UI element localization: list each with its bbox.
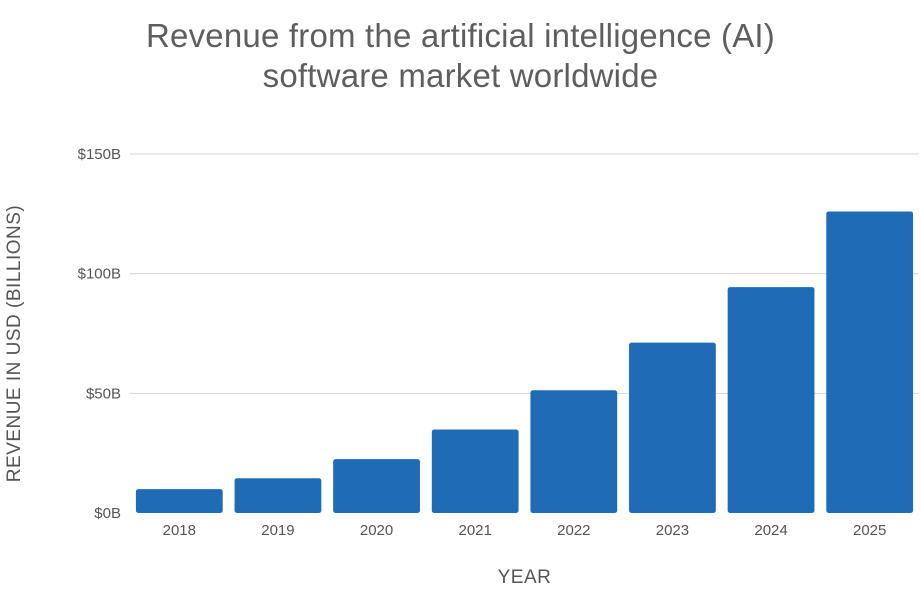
chart-title-line-1: Revenue from the artificial intelligence… [146,17,775,54]
y-tick-label: $0B [94,505,121,522]
x-tick-label: 2020 [360,522,393,539]
y-axis-ticks: $0B $50B $100B $150B [78,146,121,522]
x-tick-label: 2025 [853,522,886,539]
y-tick-label: $150B [78,146,121,163]
x-axis-title: YEAR [498,567,552,588]
y-tick-label: $50B [86,385,121,402]
x-tick-label: 2024 [754,522,787,539]
x-tick-label: 2019 [261,522,294,539]
bar-2024 [727,287,815,513]
bar-layer [135,211,914,513]
x-tick-label: 2023 [656,522,689,539]
y-axis-title: REVENUE IN USD (BILLIONS) [4,205,25,483]
x-axis-ticks: 2018 2019 2020 2021 2022 2023 2024 2025 [163,522,887,539]
bar-2022 [530,390,618,513]
y-tick-label: $100B [78,266,121,283]
bar-2025 [826,211,914,513]
x-tick-label: 2018 [163,522,196,539]
chart-title: Revenue from the artificial intelligence… [0,16,921,96]
x-tick-label: 2021 [459,522,492,539]
bar-2019 [234,478,322,513]
chart-title-line-2: software market worldwide [262,57,659,94]
bar-2018 [135,489,223,513]
bar-2021 [431,429,519,513]
bar-2020 [333,459,420,513]
x-tick-label: 2022 [557,522,590,539]
bar-2023 [629,342,716,513]
